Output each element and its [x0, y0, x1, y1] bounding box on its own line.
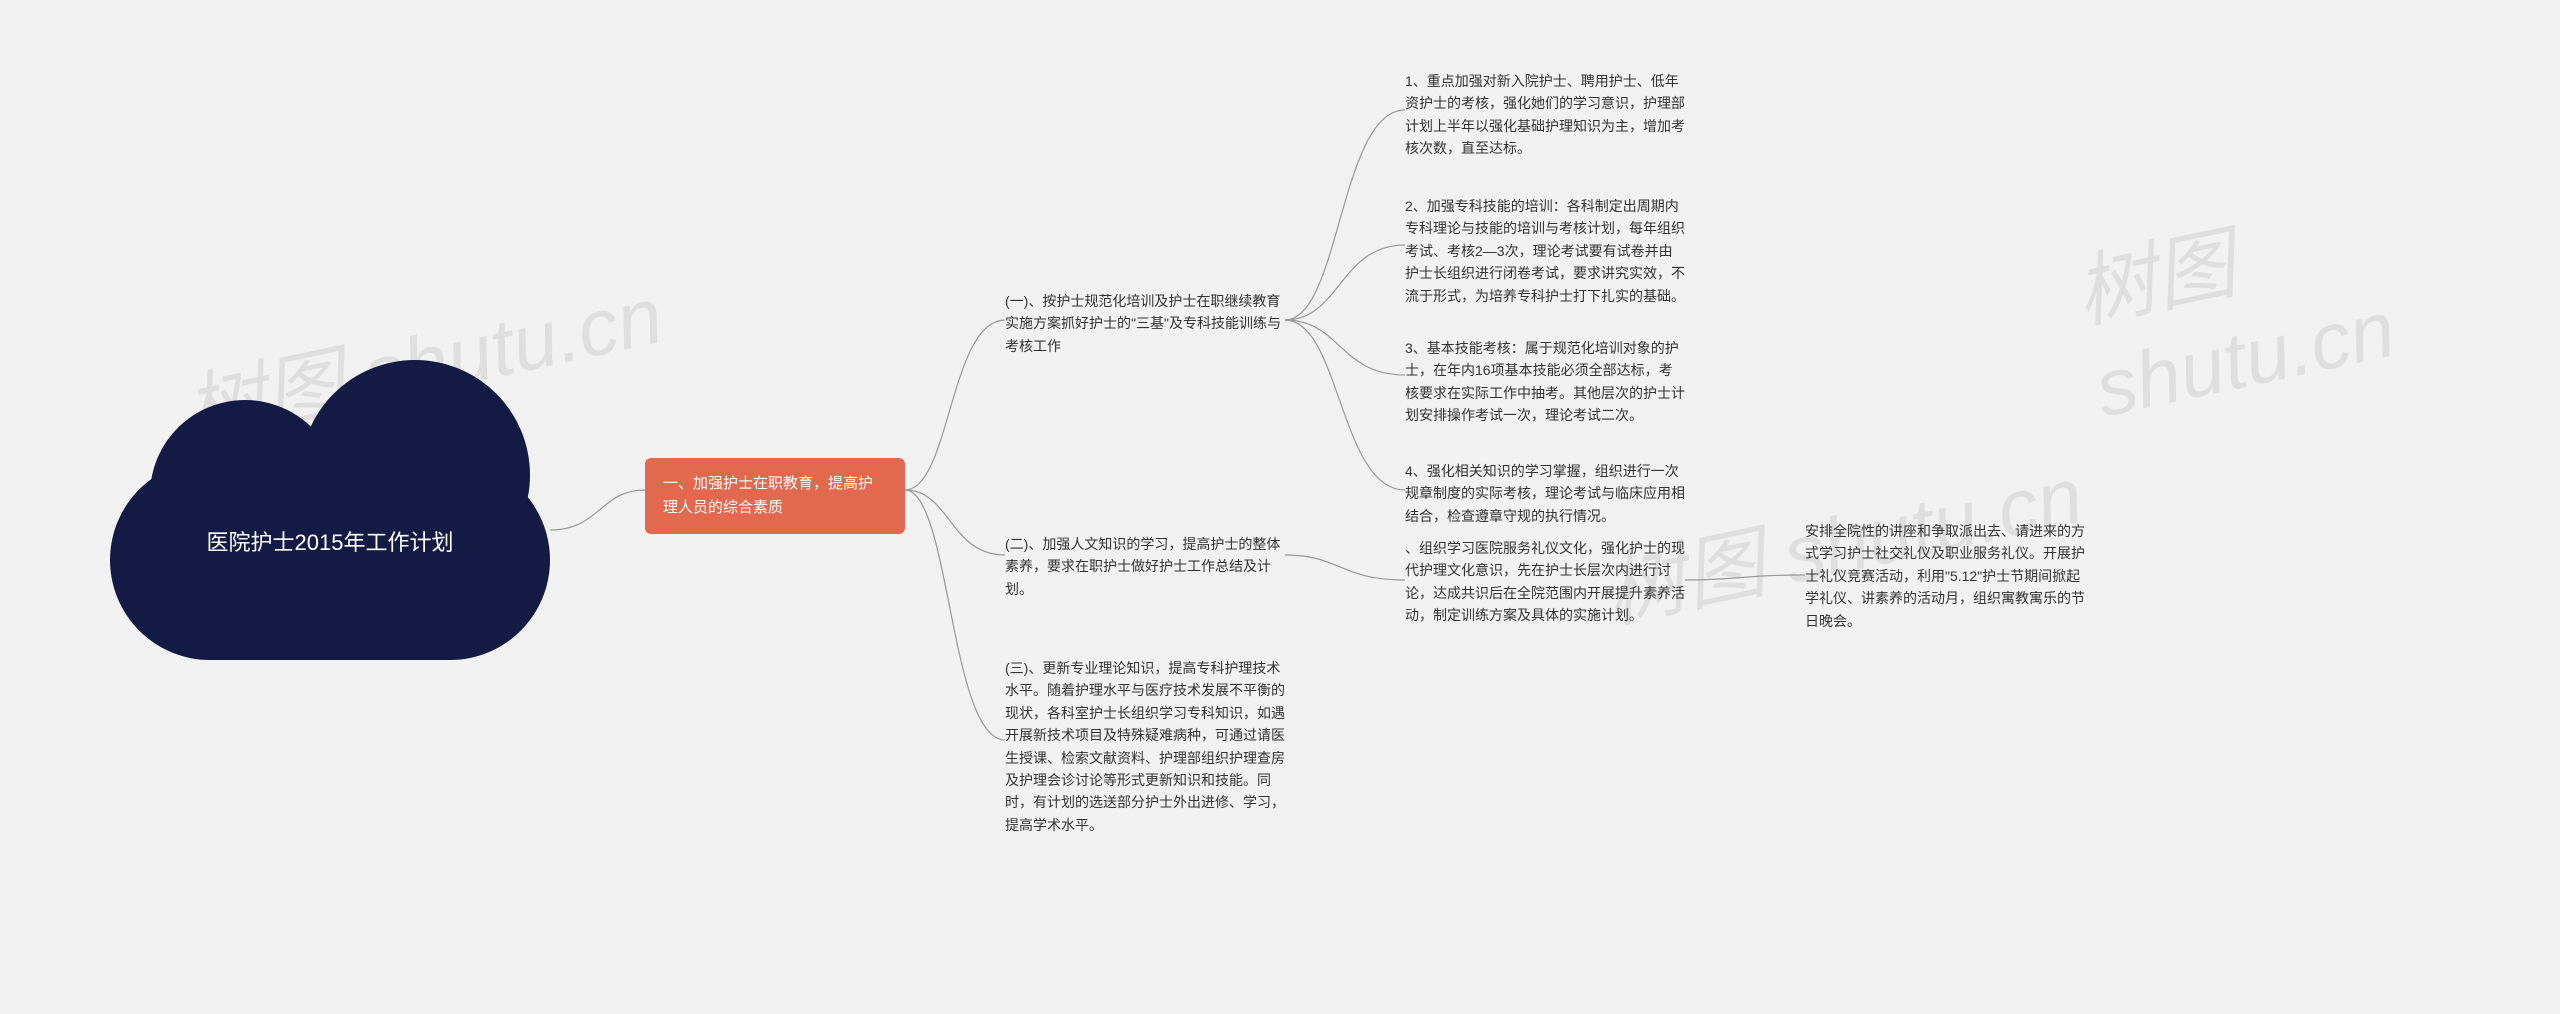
level3-label: 2、加强专科技能的培训：各科制定出周期内专科理论与技能的培训与考核计划，每年组织… [1405, 198, 1685, 304]
watermark: 树图 shutu.cn [2064, 132, 2560, 435]
level2-node-c[interactable]: (三)、更新专业理论知识，提高专科护理技术水平。随着护理水平与医疗技术发展不平衡… [1005, 657, 1285, 836]
root-label: 医院护士2015年工作计划 [110, 525, 550, 557]
level3-node-3[interactable]: 3、基本技能考核：属于规范化培训对象的护士，在年内16项基本技能必须全部达标，考… [1405, 337, 1685, 427]
level3-label: 3、基本技能考核：属于规范化培训对象的护士，在年内16项基本技能必须全部达标，考… [1405, 340, 1685, 423]
root-node[interactable]: 医院护士2015年工作计划 [110, 380, 550, 660]
level3-node-1[interactable]: 1、重点加强对新入院护士、聘用护士、低年资护士的考核，强化她们的学习意识，护理部… [1405, 70, 1685, 160]
level1-node[interactable]: 一、加强护士在职教育，提高护理人员的综合素质 [645, 458, 905, 534]
level2-node-b[interactable]: (二)、加强人文知识的学习，提高护士的整体素养，要求在职护士做好护士工作总结及计… [1005, 533, 1285, 600]
level2-label: (二)、加强人文知识的学习，提高护士的整体素养，要求在职护士做好护士工作总结及计… [1005, 536, 1280, 597]
level3-node-4[interactable]: 4、强化相关知识的学习掌握，组织进行一次规章制度的实际考核，理论考试与临床应用相… [1405, 460, 1685, 527]
level3-node-2[interactable]: 2、加强专科技能的培训：各科制定出周期内专科理论与技能的培训与考核计划，每年组织… [1405, 195, 1685, 307]
level4-label: 安排全院性的讲座和争取派出去、请进来的方式学习护士社交礼仪及职业服务礼仪。开展护… [1805, 523, 2085, 629]
level2-label: (三)、更新专业理论知识，提高专科护理技术水平。随着护理水平与医疗技术发展不平衡… [1005, 660, 1285, 833]
level3-label: 、组织学习医院服务礼仪文化，强化护士的现代护理文化意识，先在护士长层次内进行讨论… [1405, 540, 1685, 623]
level1-label: 一、加强护士在职教育，提高护理人员的综合素质 [663, 475, 873, 516]
level3-label: 4、强化相关知识的学习掌握，组织进行一次规章制度的实际考核，理论考试与临床应用相… [1405, 463, 1685, 524]
level2-label: (一)、按护士规范化培训及护士在职继续教育实施方案抓好护士的"三基"及专科技能训… [1005, 293, 1281, 354]
level3-node-5[interactable]: 、组织学习医院服务礼仪文化，强化护士的现代护理文化意识，先在护士长层次内进行讨论… [1405, 537, 1685, 627]
level4-node-1[interactable]: 安排全院性的讲座和争取派出去、请进来的方式学习护士社交礼仪及职业服务礼仪。开展护… [1805, 520, 2085, 632]
level3-label: 1、重点加强对新入院护士、聘用护士、低年资护士的考核，强化她们的学习意识，护理部… [1405, 73, 1685, 156]
level2-node-a[interactable]: (一)、按护士规范化培训及护士在职继续教育实施方案抓好护士的"三基"及专科技能训… [1005, 290, 1285, 357]
